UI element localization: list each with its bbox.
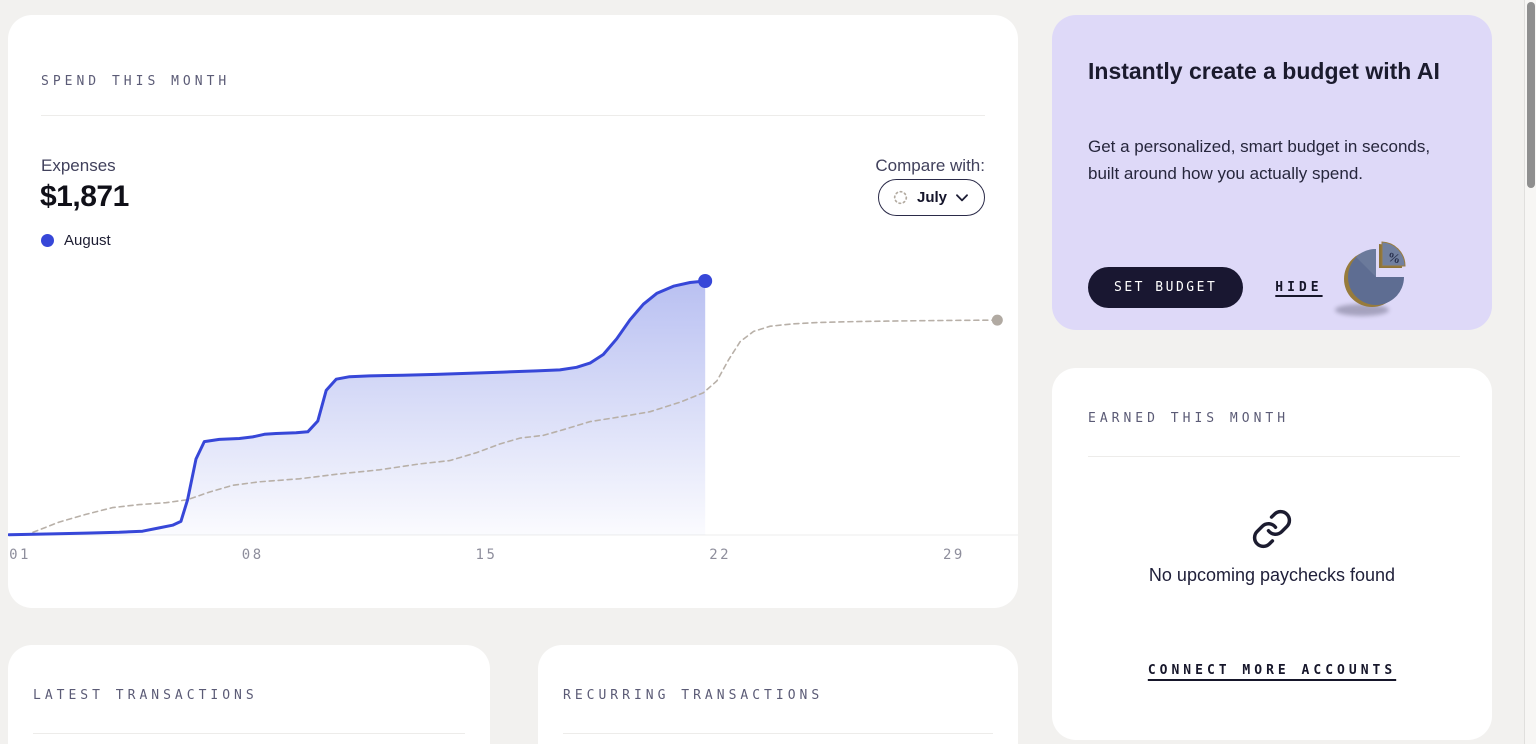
expenses-amount: $1,871 (40, 180, 129, 213)
dotted-circle-icon (893, 190, 908, 205)
x-tick-label: 15 (476, 547, 498, 563)
hide-link[interactable]: HIDE (1275, 279, 1323, 295)
ai-card-actions: SET BUDGET HIDE % (1088, 241, 1456, 322)
earned-empty-state: No upcoming paychecks found (1052, 508, 1492, 589)
legend-august-dot (41, 234, 54, 247)
earned-empty-message: No upcoming paychecks found (1148, 565, 1396, 585)
x-tick-label: 29 (943, 547, 965, 563)
scrollbar-track[interactable] (1524, 0, 1536, 744)
expenses-label: Expenses (41, 156, 116, 175)
compare-month-value: July (916, 189, 947, 206)
latest-transactions-divider (33, 733, 465, 734)
recurring-transactions-divider (563, 733, 993, 734)
x-tick-label: 22 (709, 547, 731, 563)
x-tick-label: 08 (242, 547, 264, 563)
chevron-down-icon (956, 193, 968, 201)
spend-this-month-card: SPEND THIS MONTH Expenses $1,871 August … (8, 15, 1018, 608)
spend-chart-svg: 01 08 15 22 29 (8, 274, 1018, 563)
compare-with-label: Compare with: (875, 156, 985, 175)
set-budget-button[interactable]: SET BUDGET (1088, 266, 1244, 308)
recurring-transactions-header: RECURRING TRANSACTIONS (563, 688, 824, 703)
chart-legend: August (41, 232, 111, 249)
ai-budget-promo-card: Instantly create a budget with AI Get a … (1052, 15, 1492, 330)
scrollbar-thumb[interactable] (1527, 2, 1535, 188)
pie-percent-glyph: % (1386, 249, 1402, 267)
spend-card-divider (41, 115, 985, 116)
connect-more-accounts-link[interactable]: CONNECT MORE ACCOUNTS (1147, 663, 1397, 678)
x-tick-label: 01 (9, 547, 31, 563)
ai-card-title: Instantly create a budget with AI (1088, 58, 1440, 84)
earned-card-divider (1088, 456, 1460, 457)
ai-card-body: Get a personalized, smart budget in seco… (1088, 137, 1431, 183)
pie-chart-icon: % (1335, 241, 1406, 316)
spend-chart[interactable]: 01 08 15 22 29 (8, 270, 1018, 575)
link-icon (1252, 509, 1292, 549)
earned-card-header: EARNED THIS MONTH (1088, 411, 1290, 426)
latest-transactions-header: LATEST TRANSACTIONS (33, 688, 258, 703)
latest-transactions-card: LATEST TRANSACTIONS (8, 645, 490, 744)
spend-card-header: SPEND THIS MONTH (41, 74, 231, 89)
earned-this-month-card: EARNED THIS MONTH No upcoming paychecks … (1052, 368, 1492, 740)
recurring-transactions-card: RECURRING TRANSACTIONS (538, 645, 1018, 744)
compare-month-dropdown[interactable]: July (877, 179, 985, 216)
legend-august-label: August (64, 232, 111, 249)
